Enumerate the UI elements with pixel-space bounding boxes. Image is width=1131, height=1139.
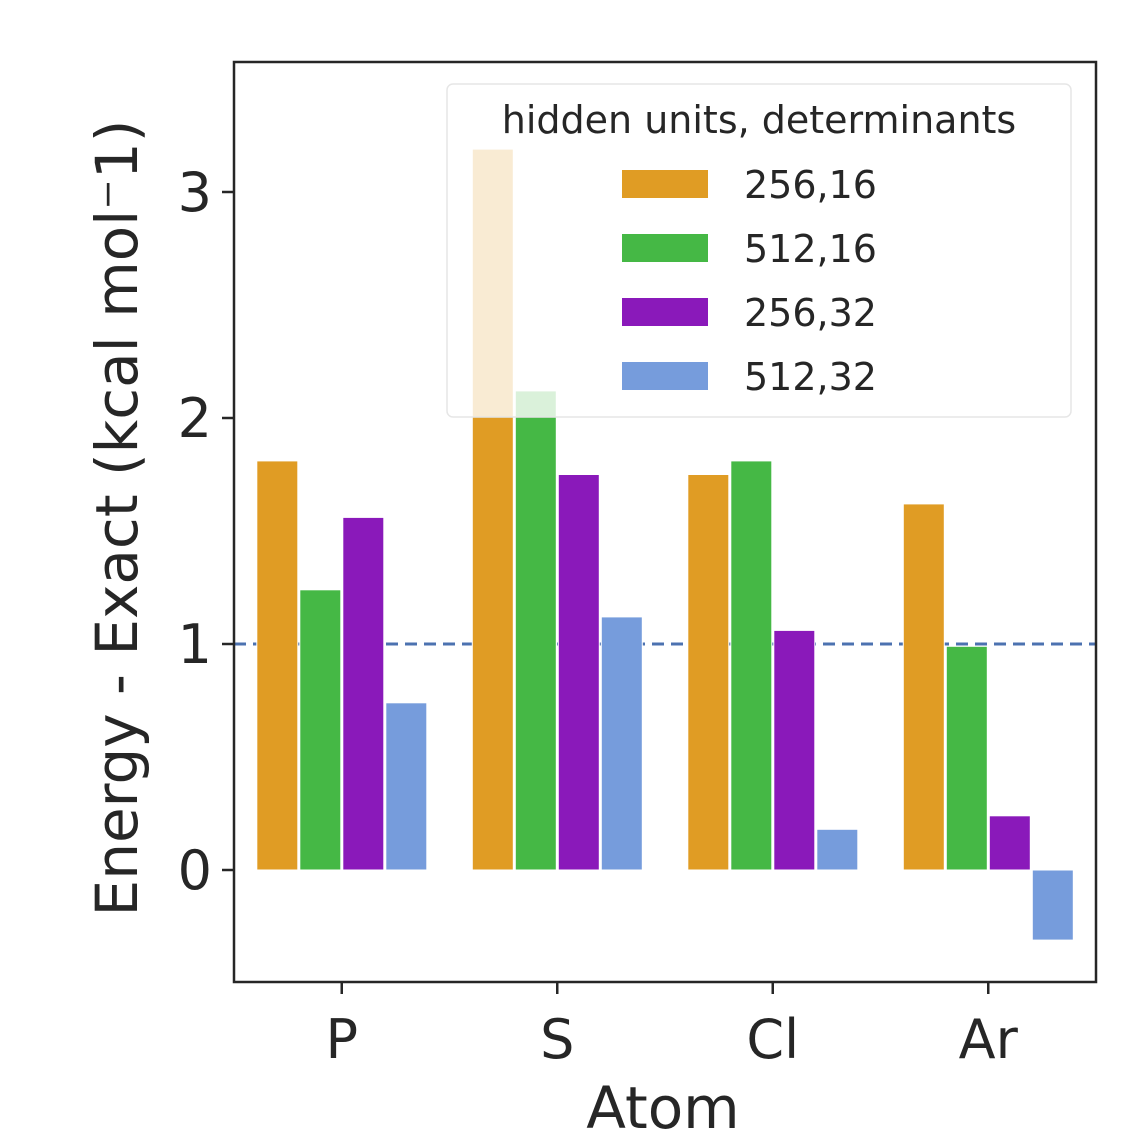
bars-layer	[256, 148, 1074, 941]
legend-swatch	[622, 234, 708, 262]
axes-layer: 0 1 2 3 P S Cl Ar	[178, 60, 1098, 1071]
bar-p-512-32	[385, 702, 428, 871]
legend-swatch	[622, 298, 708, 326]
bar-ar-512-16	[945, 645, 988, 871]
legend: hidden units, determinants 256,16 512,16 25…	[446, 83, 1072, 418]
bar-cl-256-16	[687, 474, 730, 871]
x-tick-label: Cl	[746, 1008, 799, 1071]
x-axis-title: Atom	[586, 1074, 739, 1139]
legend-swatch	[622, 362, 708, 390]
x-tick-label: Ar	[959, 1008, 1019, 1071]
bar-p-512-16	[299, 589, 342, 871]
axes-frame	[232, 60, 1098, 984]
legend-title: hidden units, determinants	[502, 98, 1016, 142]
bar-p-256-16	[256, 460, 299, 871]
bar-cl-256-32	[773, 629, 816, 871]
bar-p-256-32	[342, 516, 385, 871]
bar-cl-512-16	[730, 460, 773, 871]
y-tick-label: 2	[178, 387, 212, 450]
legend-label: 512,32	[744, 355, 877, 399]
x-tick-label: S	[540, 1008, 574, 1071]
bar-s-256-32	[557, 474, 600, 871]
bar-ar-256-32	[988, 815, 1031, 871]
y-axis-title: Energy - Exact (kcal mol⁻1)	[83, 120, 151, 917]
bar-cl-512-32	[816, 828, 859, 871]
legend-label: 256,16	[744, 163, 877, 207]
bar-s-512-32	[600, 616, 643, 871]
x-tick-label: P	[325, 1008, 358, 1071]
legend-box	[446, 83, 1072, 418]
y-tick-label: 1	[178, 613, 212, 676]
bar-ar-512-32	[1031, 869, 1074, 941]
legend-label: 512,16	[744, 227, 877, 271]
y-tick-label: 3	[178, 161, 212, 224]
legend-swatch	[622, 170, 708, 198]
y-tick-label: 0	[178, 839, 212, 902]
bar-ar-256-16	[902, 503, 945, 871]
bar-s-512-16	[514, 390, 557, 871]
legend-label: 256,32	[744, 291, 877, 335]
